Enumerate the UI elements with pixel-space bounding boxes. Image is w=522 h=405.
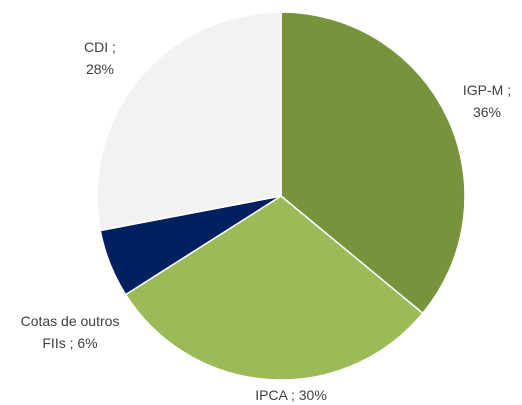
value-label: 6% xyxy=(77,335,98,351)
value-label: 30% xyxy=(298,387,327,403)
label-separator: ; xyxy=(108,39,120,55)
data-label: IPCA ; 30% xyxy=(221,384,361,405)
data-label: CDI ; 28% xyxy=(75,36,125,80)
value-label: 36% xyxy=(472,104,502,120)
pie-slice xyxy=(124,195,424,381)
category-name: IPCA xyxy=(255,387,288,403)
label-separator: ; xyxy=(287,387,299,403)
label-separator: ; xyxy=(503,82,515,98)
value-label: 28% xyxy=(85,61,115,77)
label-separator: ; xyxy=(65,335,78,351)
pie-slice xyxy=(96,11,282,232)
data-label: Cotas de outros FIIs ; 6% xyxy=(8,310,133,354)
pie-slice xyxy=(280,11,466,315)
category-name: IGP-M xyxy=(462,82,504,98)
data-label: IGP-M ; 36% xyxy=(450,79,522,123)
category-name: CDI xyxy=(84,39,109,55)
category-name: Cotas de outros FIIs xyxy=(20,313,120,351)
